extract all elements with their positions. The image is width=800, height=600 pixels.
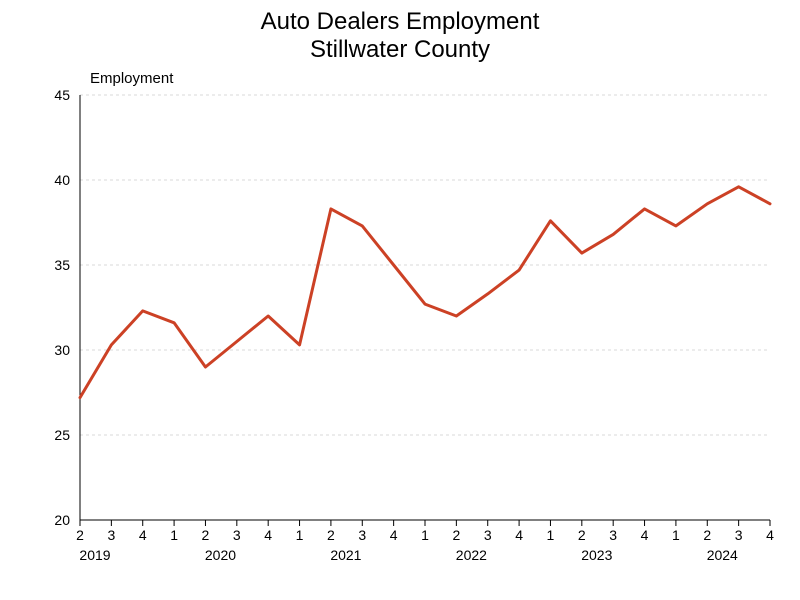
x-year-label: 2024 — [707, 547, 738, 563]
x-quarter-label: 1 — [296, 527, 304, 543]
x-quarter-label: 4 — [515, 527, 523, 543]
x-quarter-label: 4 — [390, 527, 398, 543]
y-tick-label: 35 — [54, 257, 70, 273]
x-quarter-label: 4 — [139, 527, 147, 543]
y-tick-label: 30 — [54, 342, 70, 358]
x-quarter-label: 2 — [202, 527, 210, 543]
chart-svg: 20 25 30 35 40 45 2 3 4 1 2 3 4 1 2 3 4 1 2 3 4 1 2 3 4 1 2 3 4 2019 2… — [0, 0, 800, 600]
x-quarter-label: 1 — [421, 527, 429, 543]
y-tick-label: 45 — [54, 87, 70, 103]
x-quarter-label: 3 — [484, 527, 492, 543]
x-quarter-label: 3 — [609, 527, 617, 543]
x-quarter-label: 1 — [672, 527, 680, 543]
x-quarter-label: 2 — [452, 527, 460, 543]
x-quarter-label: 4 — [766, 527, 774, 543]
y-tick-label: 25 — [54, 427, 70, 443]
x-year-label: 2023 — [581, 547, 612, 563]
x-quarter-label: 2 — [703, 527, 711, 543]
y-tick-label: 40 — [54, 172, 70, 188]
x-year-label: 2022 — [456, 547, 487, 563]
x-quarter-label: 2 — [76, 527, 84, 543]
x-quarter-label: 3 — [735, 527, 743, 543]
x-quarter-label: 4 — [641, 527, 649, 543]
x-quarter-label: 1 — [547, 527, 555, 543]
y-tick-label: 20 — [54, 512, 70, 528]
chart-container: Auto Dealers Employment Stillwater Count… — [0, 0, 800, 600]
x-quarter-label: 3 — [358, 527, 366, 543]
x-quarter-label: 2 — [578, 527, 586, 543]
x-quarter-label: 2 — [327, 527, 335, 543]
x-year-label: 2019 — [79, 547, 110, 563]
x-quarter-label: 3 — [233, 527, 241, 543]
x-quarter-label: 1 — [170, 527, 178, 543]
x-year-label: 2020 — [205, 547, 236, 563]
x-year-label: 2021 — [330, 547, 361, 563]
line-series — [80, 187, 770, 398]
x-quarter-label: 4 — [264, 527, 272, 543]
x-quarter-label: 3 — [107, 527, 115, 543]
